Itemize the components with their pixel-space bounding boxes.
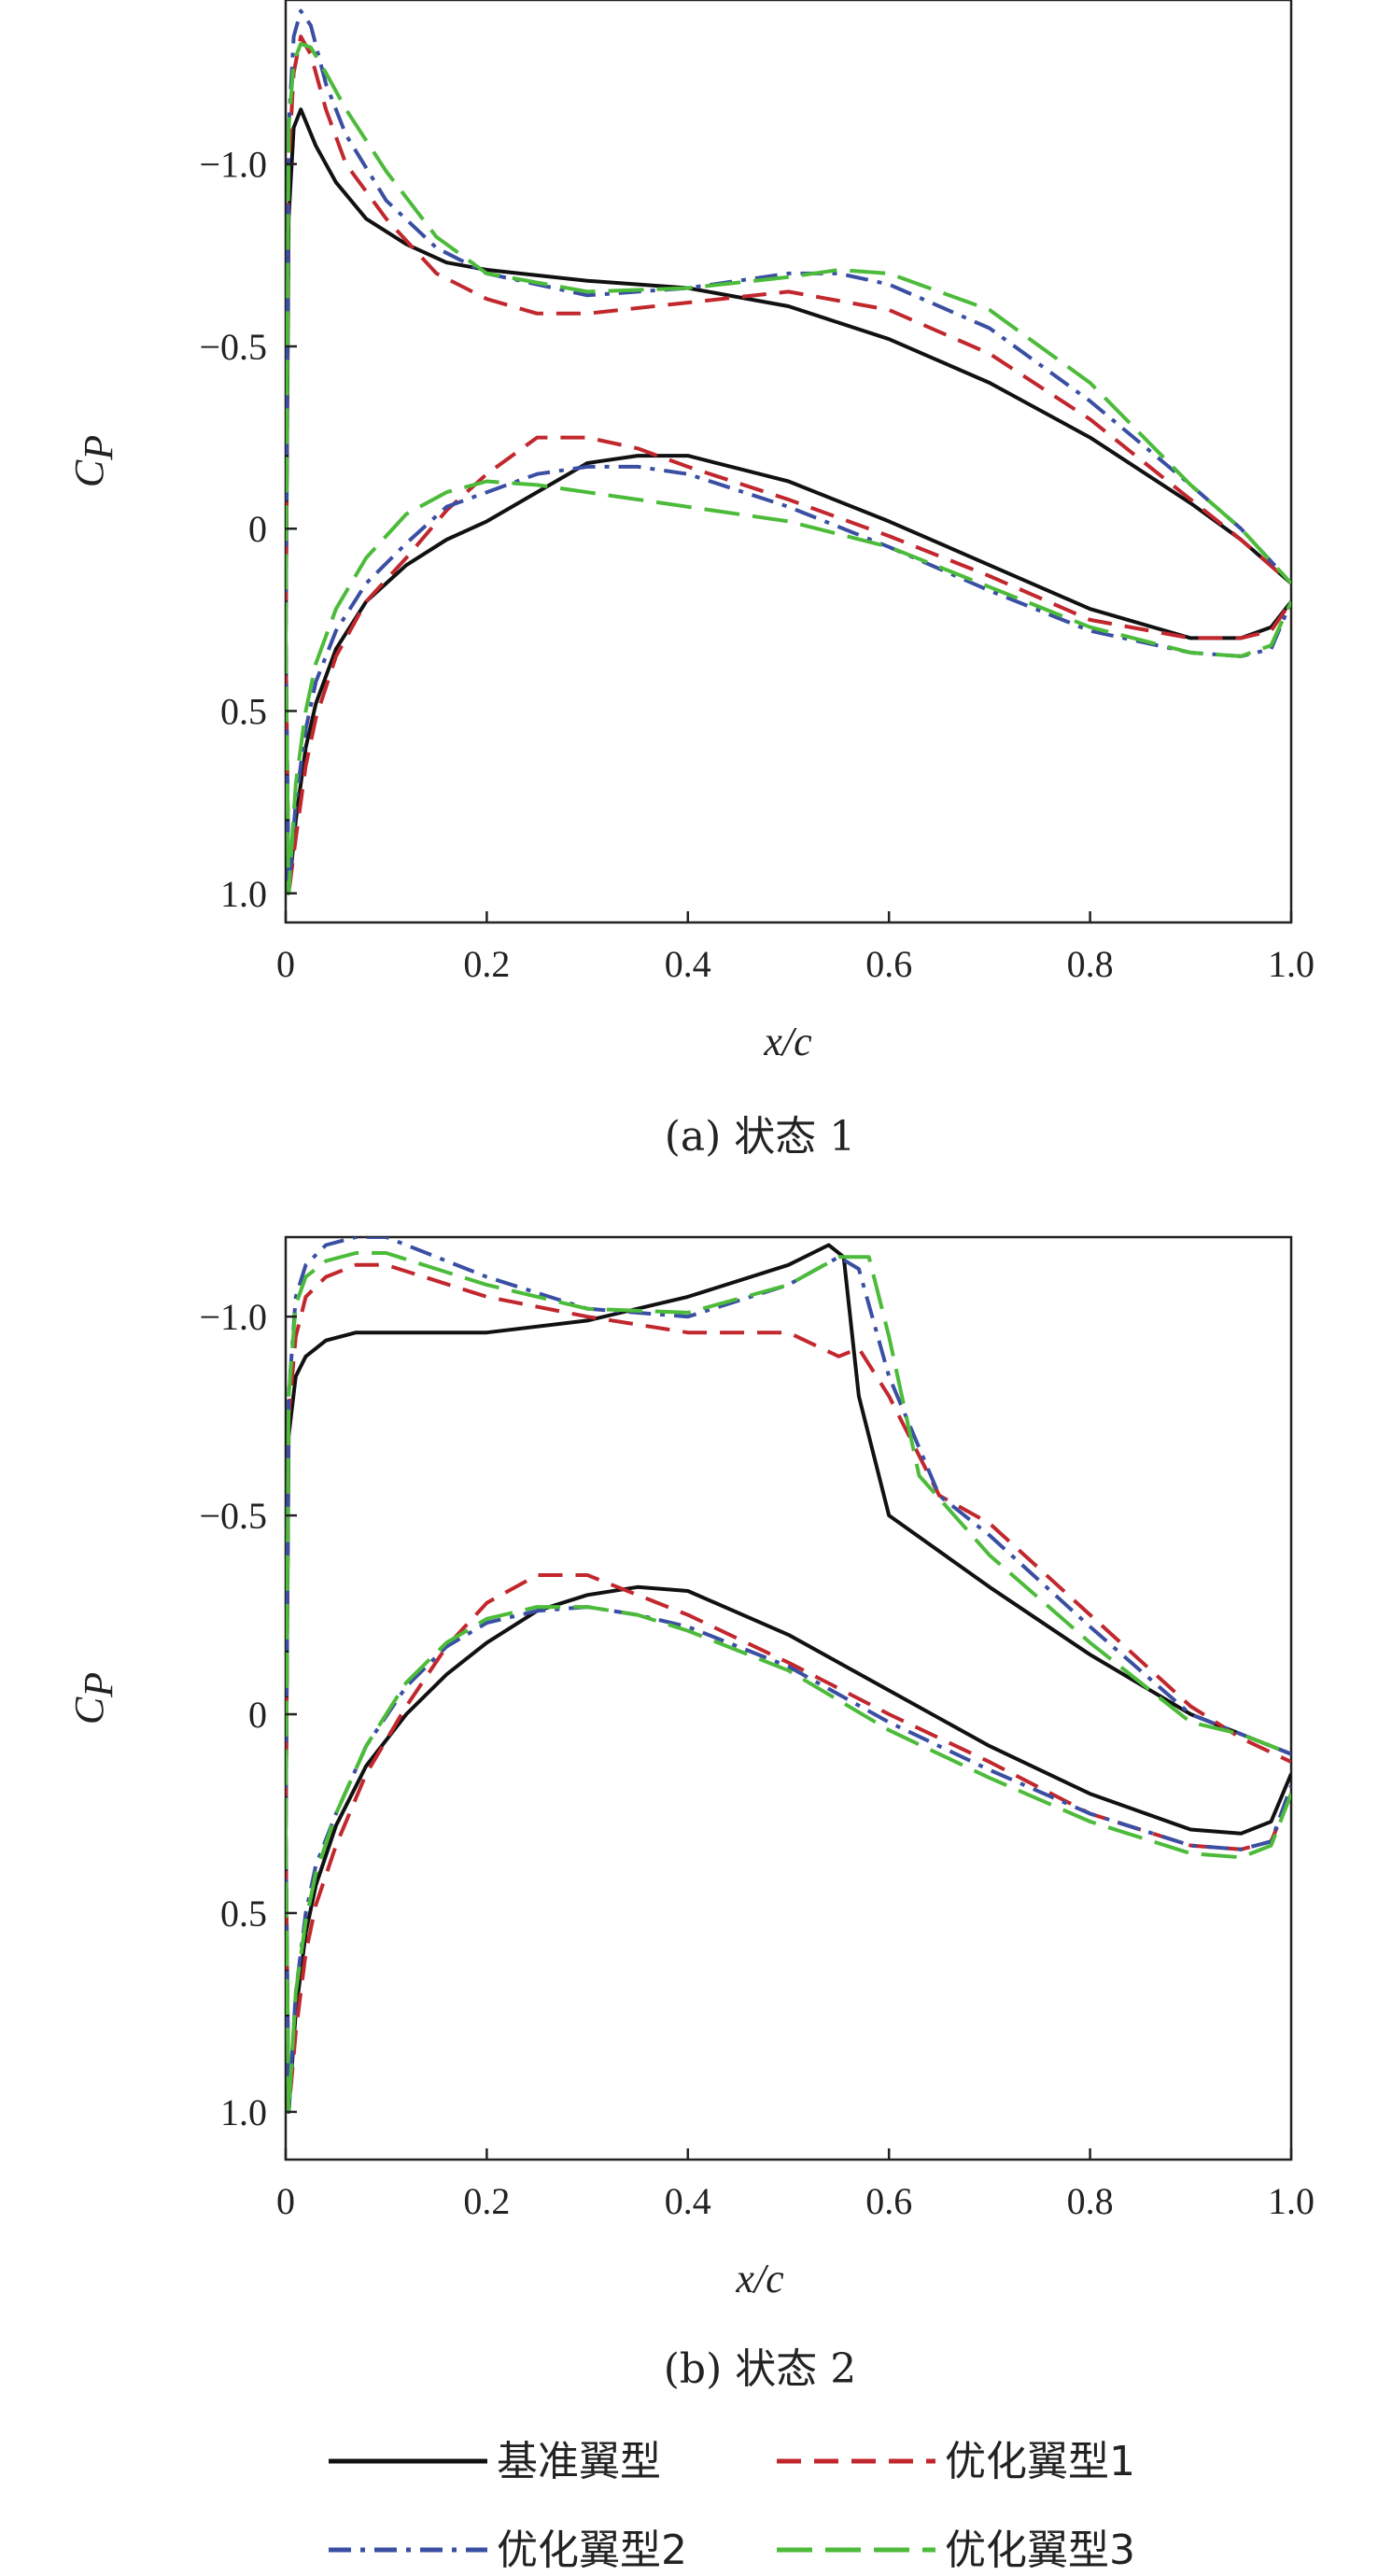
series-layer <box>286 8 1291 895</box>
y-axis-label-sub: P <box>76 1672 121 1698</box>
legend-entry-opt2: 优化翼型2 <box>329 2527 687 2574</box>
series-1-lower-line <box>286 454 1291 895</box>
y-axis-label-main: C <box>66 459 112 487</box>
x-tick-label: 0.2 <box>463 2180 510 2222</box>
legend-label: 优化翼型3 <box>945 2527 1135 2574</box>
y-tick-label: −0.5 <box>199 326 267 368</box>
legend-entry-opt3: 优化翼型3 <box>777 2527 1135 2574</box>
legend-entry-baseline: 基准翼型 <box>329 2438 661 2485</box>
series-3-lower-line <box>286 464 1291 895</box>
series-3-upper-line <box>286 1237 1291 1834</box>
plot-frame <box>284 1235 1293 2161</box>
series-1-upper-line <box>286 1243 1291 1834</box>
series-1-lower-line <box>286 1584 1291 2114</box>
series-layer <box>286 1237 1291 2114</box>
x-axis-label: x/c <box>763 1019 812 1064</box>
tick-layer: 0 0.2 0.4 0.6 0.8 1.0 −1.0 −0.5 0 0.5 1.0 <box>199 1296 1315 2222</box>
y-tick-label: 0 <box>248 1694 267 1736</box>
series-2-upper-line <box>286 35 1291 639</box>
x-tick-label: 1.0 <box>1268 2180 1315 2222</box>
y-tick-label: 0.5 <box>220 1893 267 1935</box>
plot-frame <box>284 0 1293 924</box>
y-tick-label: 1.0 <box>220 873 267 915</box>
y-tick-label: −0.5 <box>199 1495 267 1537</box>
x-tick-label: 1.0 <box>1268 943 1315 985</box>
tick-layer: 0 0.2 0.4 0.6 0.8 1.0 −1.0 −0.5 0 0.5 1.0 <box>199 144 1315 985</box>
x-tick-label: 0.4 <box>665 943 711 985</box>
x-tick-label: 0.8 <box>1067 2180 1114 2222</box>
y-axis-label-sub: P <box>76 435 121 461</box>
chart-state-2: 0 0.2 0.4 0.6 0.8 1.0 −1.0 −0.5 0 0.5 1.0 x/c CP (… <box>66 1235 1315 2393</box>
legend-label: 基准翼型 <box>497 2438 661 2485</box>
series-2-lower-line <box>286 435 1291 895</box>
series-4-upper-line <box>286 41 1291 639</box>
y-tick-label: −1.0 <box>199 144 267 186</box>
x-axis-label: x/c <box>735 2256 784 2302</box>
y-tick-label: 0 <box>248 508 267 550</box>
chart-caption: (b) 状态 2 <box>664 2345 856 2393</box>
y-tick-label: −1.0 <box>199 1296 267 1338</box>
y-axis-label: CP <box>66 435 121 487</box>
x-tick-label: 0 <box>276 2180 295 2222</box>
chart-caption: (a) 状态 1 <box>665 1113 856 1161</box>
x-tick-label: 0.6 <box>865 943 912 985</box>
series-2-upper-line <box>286 1262 1291 1834</box>
y-axis-label-main: C <box>66 1696 112 1724</box>
series-2-lower-line <box>286 1573 1291 2114</box>
x-tick-label: 0.8 <box>1067 943 1114 985</box>
x-tick-label: 0 <box>276 943 295 985</box>
series-4-upper-line <box>286 1251 1291 1834</box>
x-tick-label: 0.2 <box>463 943 510 985</box>
series-4-lower-line <box>286 479 1291 895</box>
y-axis-label: CP <box>66 1672 121 1724</box>
y-tick-label: 1.0 <box>220 2091 267 2133</box>
x-tick-label: 0.6 <box>865 2180 912 2222</box>
series-1-upper-line <box>286 107 1291 639</box>
series-4-lower-line <box>286 1605 1291 2114</box>
legend-entry-opt1: 优化翼型1 <box>777 2438 1135 2485</box>
chart-state-1: 0 0.2 0.4 0.6 0.8 1.0 −1.0 −0.5 0 0.5 1.0 x/c CP (… <box>66 0 1315 1161</box>
x-tick-label: 0.4 <box>665 2180 711 2222</box>
legend: 基准翼型 优化翼型1 优化翼型2 优化翼型3 <box>329 2438 1135 2574</box>
legend-label: 优化翼型1 <box>945 2438 1135 2485</box>
y-tick-label: 0.5 <box>220 691 267 733</box>
legend-label: 优化翼型2 <box>497 2527 687 2574</box>
